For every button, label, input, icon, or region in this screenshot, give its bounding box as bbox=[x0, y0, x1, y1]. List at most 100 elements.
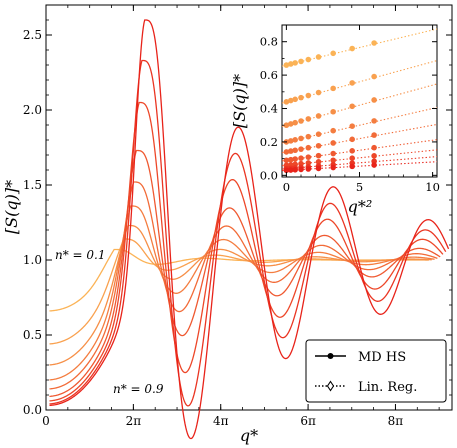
inset-data-point bbox=[292, 147, 298, 154]
main-x-tick-label: 2π bbox=[126, 414, 142, 428]
legend-linreg-marker bbox=[326, 380, 335, 392]
inset-data-point bbox=[330, 150, 336, 157]
inset-data-point bbox=[287, 121, 294, 127]
inset-data-point bbox=[298, 166, 304, 173]
main-axes: 0 2π 4π 6π 8π 0.0 0.5 1.0 1.5 2.0 2.5 q* [S(q)]* n… bbox=[2, 4, 453, 445]
inset-data-point bbox=[315, 142, 322, 149]
inset-data-point bbox=[283, 122, 290, 129]
main-x-axis-label: q* bbox=[240, 426, 258, 445]
inset-data-point bbox=[287, 156, 294, 163]
inset-data-point bbox=[315, 113, 322, 119]
main-plot-frame bbox=[45, 4, 453, 411]
inset-data-points bbox=[283, 40, 377, 174]
series-line bbox=[49, 149, 441, 398]
inset-data-point bbox=[283, 62, 290, 68]
inset-data-point bbox=[330, 164, 336, 171]
legend: MD HS Lin. Reg. bbox=[305, 339, 447, 403]
inset-y-axis-label: [S(q)]* bbox=[230, 74, 249, 128]
inset-data-point bbox=[315, 152, 322, 159]
series-line bbox=[49, 101, 444, 402]
inset-data-point bbox=[283, 167, 290, 174]
inset-data-point bbox=[315, 131, 322, 138]
inset-data-point bbox=[292, 166, 298, 173]
inset-data-point bbox=[298, 118, 304, 124]
inset-data-point bbox=[371, 132, 377, 138]
inset-data-point bbox=[371, 118, 377, 124]
inset-data-point bbox=[315, 89, 322, 96]
inset-data-point bbox=[283, 149, 290, 155]
inset-y-tick-label: 0.0 bbox=[260, 168, 278, 182]
inset-data-point bbox=[330, 157, 336, 164]
inset-x-tick-label: 5 bbox=[356, 180, 363, 194]
inset-data-point bbox=[349, 155, 355, 162]
main-y-tick-label: 0.5 bbox=[23, 328, 42, 342]
inset-data-point bbox=[349, 103, 355, 110]
series-line bbox=[49, 19, 450, 440]
main-x-tick-label: 8π bbox=[388, 414, 404, 428]
inset-data-point bbox=[287, 148, 294, 154]
main-y-tick-label: 1.5 bbox=[23, 178, 42, 192]
main-x-tick-label: 6π bbox=[300, 414, 316, 428]
inset-fit-line bbox=[281, 60, 438, 104]
main-x-tick-label: 4π bbox=[213, 414, 229, 428]
inset-data-point bbox=[305, 144, 312, 151]
legend-md-label: MD HS bbox=[358, 350, 406, 365]
inset-data-point bbox=[349, 148, 355, 154]
inset-y-tick-label: 0.4 bbox=[260, 102, 278, 116]
inset-data-point bbox=[298, 155, 304, 161]
inset-data-point bbox=[371, 144, 377, 151]
inset-data-point bbox=[298, 135, 304, 142]
legend-md-marker bbox=[327, 353, 334, 359]
inset-y-tick-label: 0.8 bbox=[260, 35, 278, 49]
inset-data-point bbox=[298, 94, 304, 101]
inset-data-point bbox=[330, 108, 336, 115]
inset-data-point bbox=[371, 40, 377, 46]
inset-data-point bbox=[292, 60, 298, 66]
inset-data-point bbox=[330, 85, 336, 92]
inset-data-point bbox=[292, 119, 298, 126]
legend-linreg-label: Lin. Reg. bbox=[358, 380, 417, 395]
inset-data-point bbox=[305, 56, 312, 63]
inset-data-point bbox=[315, 165, 322, 172]
inset-data-point bbox=[330, 50, 336, 57]
inset-fit-line bbox=[281, 83, 438, 127]
inset-data-point bbox=[287, 61, 294, 67]
inset-data-point bbox=[371, 97, 377, 103]
main-axis-ticks: 0 2π 4π 6π 8π 0.0 0.5 1.0 1.5 2.0 2.5 bbox=[23, 5, 452, 428]
inset-axes: 0 5 10 0.0 0.2 0.4 0.6 0.8 q*² [S(q)]* bbox=[230, 24, 440, 216]
inset-data-point bbox=[349, 45, 355, 52]
inset-x-axis-label: q*² bbox=[348, 197, 373, 216]
annotation-high-density: n* = 0.9 bbox=[113, 382, 164, 396]
annotation-low-density: n* = 0.1 bbox=[55, 248, 106, 262]
inset-data-point bbox=[330, 140, 336, 146]
main-y-tick-label: 1.0 bbox=[23, 253, 42, 267]
inset-y-tick-label: 0.6 bbox=[260, 68, 278, 82]
inset-data-point bbox=[292, 156, 298, 162]
inset-data-point bbox=[371, 153, 377, 159]
inset-data-point bbox=[315, 159, 322, 165]
inset-data-point bbox=[371, 73, 377, 80]
inset-data-point bbox=[287, 138, 294, 144]
inset-y-tick-label: 0.2 bbox=[260, 135, 278, 149]
inset-data-point bbox=[287, 167, 294, 173]
series-line bbox=[49, 181, 438, 390]
inset-data-point bbox=[305, 92, 312, 99]
inset-data-point bbox=[305, 154, 312, 160]
main-y-tick-label: 0.0 bbox=[23, 403, 42, 417]
main-series-lines bbox=[49, 19, 450, 440]
inset-data-point bbox=[330, 127, 336, 134]
series-line bbox=[49, 224, 432, 366]
main-y-axis-label: [S(q)]* bbox=[2, 180, 21, 234]
inset-data-point bbox=[315, 54, 322, 60]
inset-data-point bbox=[283, 99, 290, 105]
inset-data-point bbox=[349, 136, 355, 143]
inset-data-point bbox=[305, 116, 312, 122]
inset-x-tick-label: 10 bbox=[425, 180, 440, 194]
inset-data-point bbox=[371, 162, 377, 168]
main-y-tick-label: 2.0 bbox=[23, 103, 42, 117]
inset-x-tick-label: 0 bbox=[283, 180, 290, 194]
main-y-tick-label: 2.5 bbox=[23, 28, 42, 42]
inset-data-point bbox=[292, 137, 298, 143]
series-line bbox=[49, 59, 447, 407]
